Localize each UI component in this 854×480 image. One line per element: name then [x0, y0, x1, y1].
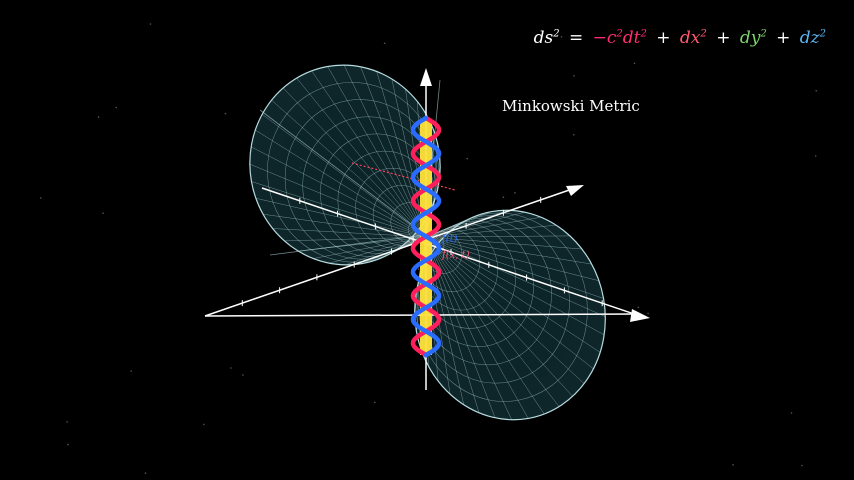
diagram-title: Minkowski Metric: [502, 97, 640, 115]
star: [560, 36, 563, 38]
star: [203, 423, 205, 426]
star: [39, 197, 42, 199]
star: [230, 367, 232, 369]
star: [242, 374, 244, 376]
star: [801, 464, 803, 467]
star: [149, 23, 152, 25]
star: [502, 196, 505, 198]
formula-x-term: dx2: [679, 28, 707, 48]
star: [637, 306, 640, 309]
axis-diag-arrowhead: [566, 185, 584, 196]
star: [374, 401, 376, 404]
formula-plus-3: +: [776, 28, 791, 48]
formula-y-term: dy2: [739, 28, 767, 48]
helix-blue: [410, 115, 442, 358]
metric-formula: ds2 = −c2dt2 + dx2 + dy2 + dz2: [534, 28, 826, 48]
star: [573, 134, 575, 136]
star: [115, 106, 117, 109]
star: [814, 155, 817, 157]
star: [102, 212, 104, 214]
star: [418, 268, 420, 271]
star: [144, 472, 147, 474]
star: [466, 157, 469, 160]
star: [573, 75, 575, 77]
star: [224, 112, 227, 115]
formula-plus-2: +: [716, 28, 731, 48]
formula-time-term: −c2dt2: [592, 28, 647, 48]
cone-grid-ring: [284, 99, 438, 260]
cone-grid-ring: [415, 212, 588, 402]
star: [647, 312, 649, 315]
star: [97, 116, 100, 118]
star: [383, 42, 386, 45]
formula-z-term: dz2: [799, 28, 826, 48]
star: [633, 62, 636, 65]
star: [67, 443, 69, 446]
formula-equals: =: [568, 28, 584, 48]
star: [790, 412, 793, 414]
formula-lhs-exp: 2: [553, 28, 560, 40]
star: [514, 192, 516, 194]
dashed-vector: [351, 162, 456, 191]
star: [732, 464, 734, 466]
vector-label-f: f(t): [441, 234, 458, 245]
vector-label-fxt: f(x, t): [441, 250, 470, 261]
star: [815, 90, 817, 92]
cone-grid-ring: [414, 210, 606, 420]
formula-plus-1: +: [656, 28, 671, 48]
star: [66, 421, 68, 423]
formula-lhs: ds: [533, 28, 554, 48]
axis-t-arrowhead: [420, 68, 432, 86]
star: [130, 370, 132, 372]
axis-x2-arrowhead: [630, 309, 650, 322]
